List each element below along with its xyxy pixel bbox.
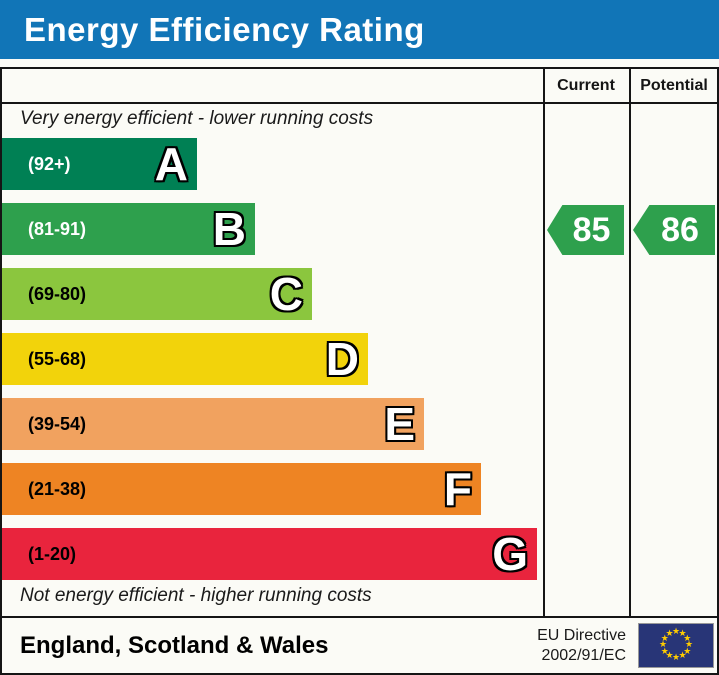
band-range-label: (81-91) bbox=[28, 218, 87, 239]
potential-column-divider bbox=[629, 69, 631, 616]
band-row-e: (39-54) E bbox=[2, 398, 537, 450]
band-bar-f: (21-38) F bbox=[2, 463, 481, 515]
eu-directive-label: EU Directive 2002/91/EC bbox=[537, 626, 638, 666]
band-range-label: (55-68) bbox=[28, 348, 87, 369]
current-column-header: Current bbox=[557, 76, 615, 94]
eu-flag-star: ★ bbox=[665, 650, 674, 661]
footer-bar: England, Scotland & Wales EU Directive 2… bbox=[0, 616, 719, 675]
band-range-label: (92+) bbox=[28, 153, 71, 174]
eu-flag-star: ★ bbox=[685, 639, 694, 649]
eu-flag-star: ★ bbox=[660, 632, 669, 643]
eu-flag-star: ★ bbox=[683, 645, 692, 656]
potential-column-header: Potential bbox=[640, 76, 708, 94]
bands-container: (92+) A (81-91) B (69-80) C (55-68) D (39-54) E (2… bbox=[2, 138, 537, 593]
eu-flag-star: ★ bbox=[665, 627, 674, 638]
bottom-note: Not energy efficient - higher running co… bbox=[20, 585, 372, 606]
eu-flag-star: ★ bbox=[660, 645, 669, 656]
band-range-label: (21-38) bbox=[28, 478, 87, 499]
current-column-divider bbox=[543, 69, 545, 616]
eu-flag-star: ★ bbox=[683, 632, 692, 643]
page-title: Energy Efficiency Rating bbox=[24, 10, 425, 48]
eu-directive-line1: EU Directive bbox=[537, 626, 626, 644]
band-bar-a: (92+) A bbox=[2, 138, 197, 190]
band-row-c: (69-80) C bbox=[2, 268, 537, 320]
band-range-label: (69-80) bbox=[28, 283, 87, 304]
eu-flag-star: ★ bbox=[659, 639, 668, 649]
region-label: England, Scotland & Wales bbox=[20, 631, 329, 659]
current-rating-value: 85 bbox=[572, 210, 611, 249]
top-note: Very energy efficient - lower running co… bbox=[20, 108, 374, 129]
eu-directive-line2: 2002/91/EC bbox=[541, 646, 626, 664]
band-range-label: (1-20) bbox=[28, 543, 77, 564]
band-letter: D bbox=[325, 333, 359, 385]
band-row-g: (1-20) G bbox=[2, 528, 537, 580]
rating-chart: Current Potential Very energy efficient … bbox=[0, 67, 719, 618]
title-bar: Energy Efficiency Rating bbox=[0, 0, 719, 59]
band-range-label: (39-54) bbox=[28, 413, 87, 434]
band-letter: G bbox=[492, 528, 528, 580]
eu-flag-star: ★ bbox=[672, 626, 681, 636]
eu-flag-icon: ★ ★ ★ ★ ★ ★ ★ ★ ★ ★ ★ ★ bbox=[638, 623, 714, 668]
band-bar-b: (81-91) B bbox=[2, 203, 255, 255]
band-bar-e: (39-54) E bbox=[2, 398, 424, 450]
band-letter: F bbox=[443, 463, 472, 515]
eu-flag-star: ★ bbox=[678, 650, 687, 661]
band-row-a: (92+) A bbox=[2, 138, 537, 190]
current-rating-arrow: 85 bbox=[547, 205, 624, 255]
band-row-b: (81-91) B bbox=[2, 203, 537, 255]
eu-flag-star: ★ bbox=[672, 652, 681, 662]
potential-rating-arrow: 86 bbox=[633, 205, 715, 255]
band-bar-d: (55-68) D bbox=[2, 333, 368, 385]
band-letter: A bbox=[154, 138, 188, 190]
table-header-row bbox=[2, 69, 717, 104]
band-letter: B bbox=[212, 203, 246, 255]
band-bar-c: (69-80) C bbox=[2, 268, 312, 320]
band-letter: E bbox=[384, 398, 415, 450]
band-row-f: (21-38) F bbox=[2, 463, 537, 515]
band-bar-g: (1-20) G bbox=[2, 528, 537, 580]
potential-rating-value: 86 bbox=[661, 210, 699, 249]
band-letter: C bbox=[269, 268, 303, 320]
eu-flag-star: ★ bbox=[678, 627, 687, 638]
band-row-d: (55-68) D bbox=[2, 333, 537, 385]
